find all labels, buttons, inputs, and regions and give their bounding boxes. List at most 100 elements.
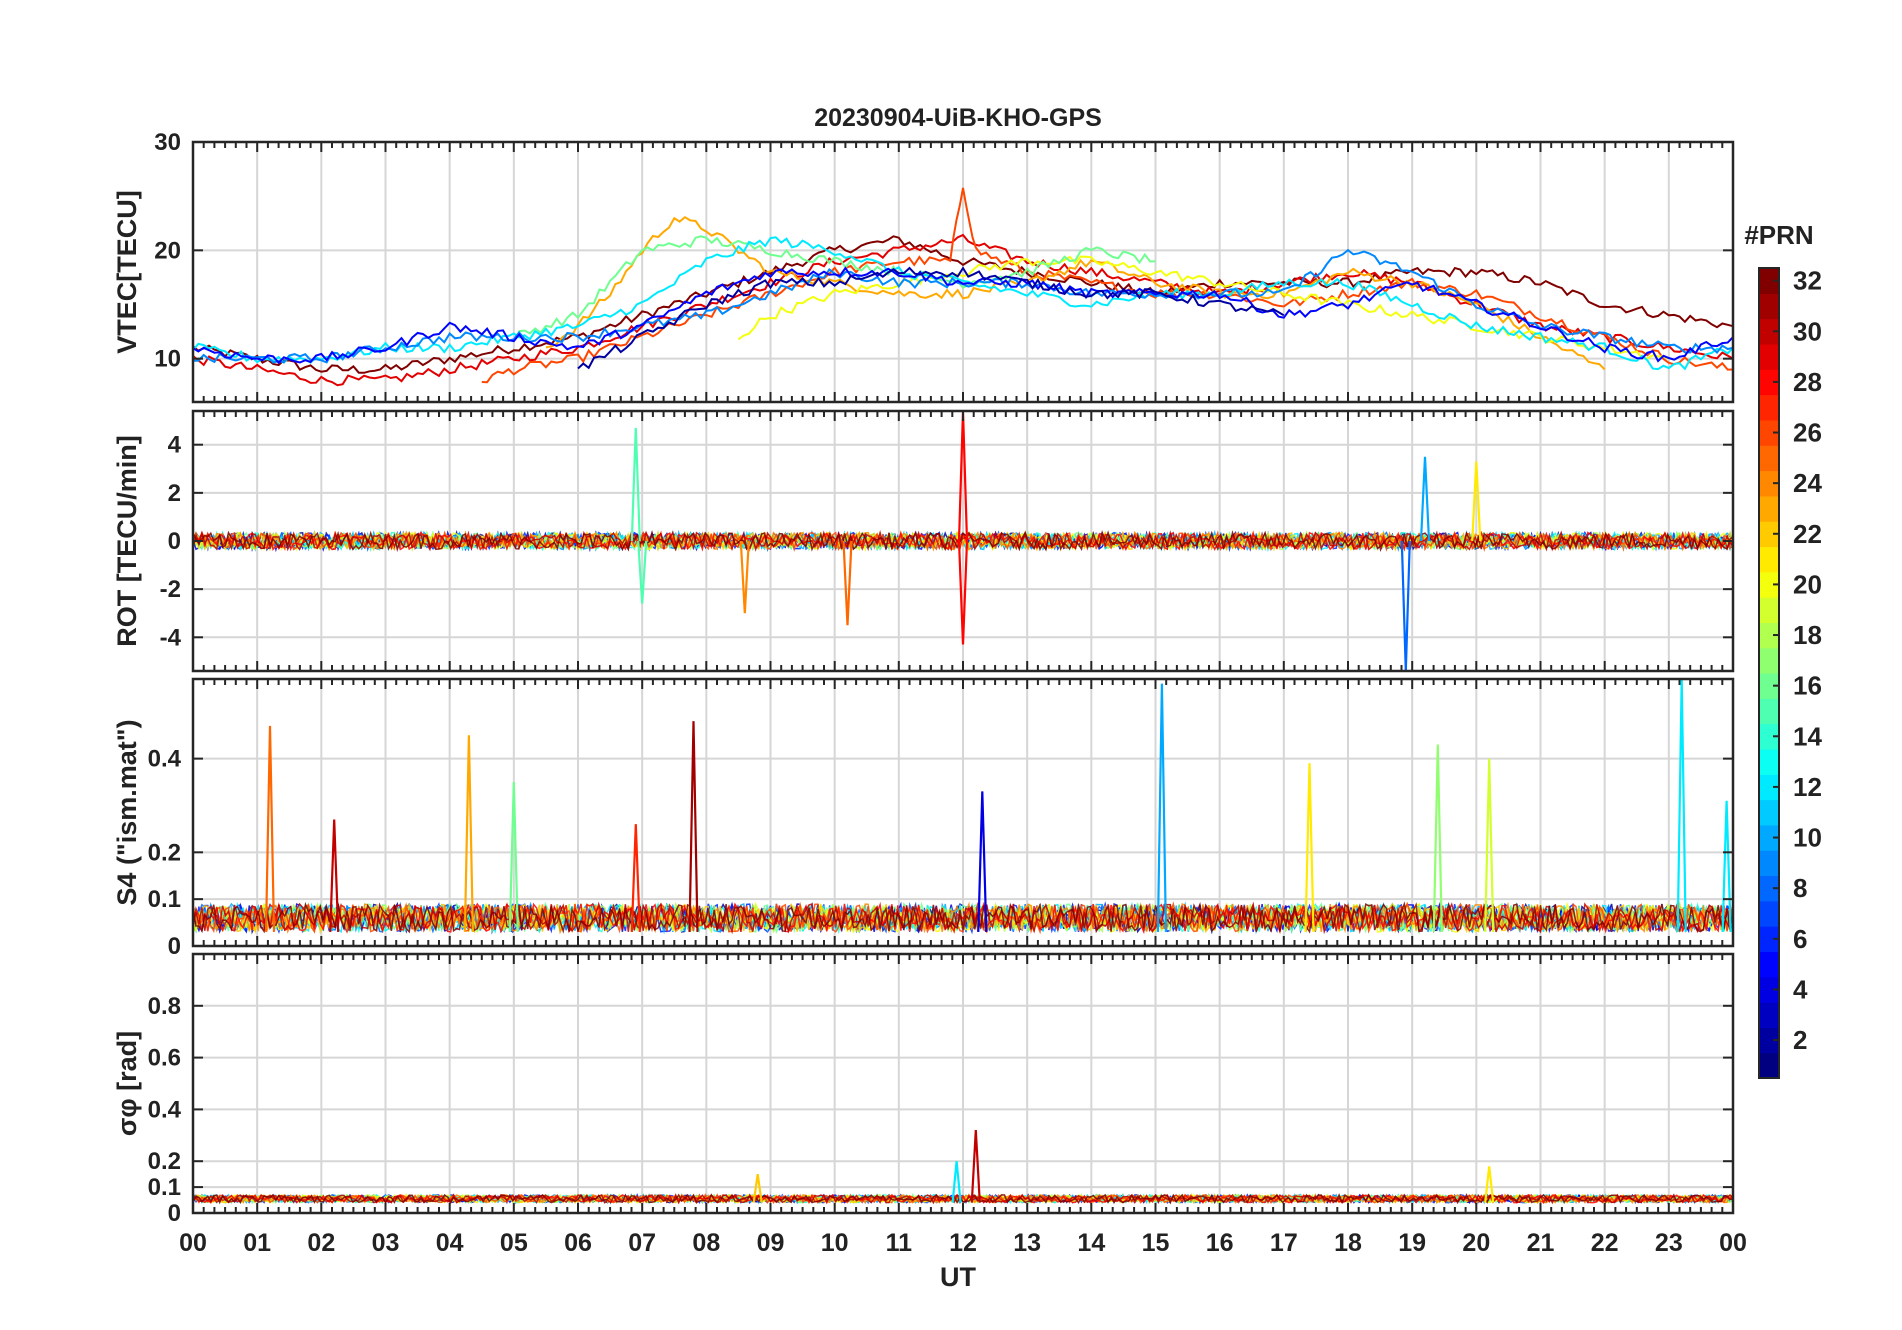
y-tick-label: 10 — [154, 346, 181, 373]
panel-s4: 0 0.1 0.2 0.4S4 ("ism.mat") — [112, 677, 1735, 960]
series-group — [193, 411, 1733, 671]
x-ticks — [192, 411, 1734, 671]
spike-prn-23 — [463, 735, 474, 932]
colorbar-swatch — [1759, 824, 1779, 851]
y-tick-label: 2 — [168, 480, 181, 507]
x-tick-label: 00 — [179, 1229, 207, 1257]
series-prn-32 — [193, 529, 1733, 553]
x-axis-label: UT — [940, 1262, 976, 1292]
colorbar-swatch — [1759, 875, 1779, 902]
spike-prn-15 — [637, 540, 648, 604]
series-prn-28 — [193, 901, 1733, 935]
colorbar-swatch — [1759, 268, 1779, 294]
series-prn-24 — [193, 530, 1733, 552]
colorbar-swatch — [1759, 419, 1779, 446]
spike-prn-12 — [1676, 679, 1687, 932]
x-tick-label: 03 — [372, 1229, 400, 1257]
x-tick-label: 06 — [564, 1229, 592, 1257]
series-prn-30 — [193, 529, 1733, 553]
colorbar-tick-label: 16 — [1793, 671, 1822, 701]
x-tick-label: 19 — [1398, 1229, 1426, 1257]
y-axis-label: S4 ("ism.mat") — [112, 719, 142, 905]
colorbar-swatch — [1759, 673, 1779, 699]
spike-prn-12 — [1721, 800, 1732, 932]
series-prn-30 — [193, 901, 1733, 935]
colorbar-tick-label: 28 — [1793, 367, 1822, 397]
y-axis-label: σφ [rad] — [112, 1031, 142, 1136]
spike-prn-30 — [970, 1130, 981, 1203]
colorbar-swatch — [1759, 951, 1779, 978]
y-tick-label: 0.6 — [148, 1045, 181, 1072]
colorbar-swatch — [1759, 394, 1779, 421]
y-tick-label: 0 — [168, 933, 181, 960]
series-prn-16 — [512, 235, 1156, 342]
x-tick-label: 14 — [1077, 1229, 1105, 1257]
spike-prn-27 — [630, 824, 641, 932]
spike-prn-25 — [264, 725, 276, 932]
colorbar-swatch — [1759, 470, 1779, 497]
x-ticks — [192, 142, 1734, 402]
spike-prn-21 — [1471, 461, 1482, 542]
panel-rot: -4 -2 0 2 4 ROT [TECU/min] — [112, 409, 1735, 673]
y-tick-label: 0.1 — [148, 886, 181, 913]
series-group — [193, 1130, 1733, 1205]
colorbar-swatch — [1759, 698, 1779, 725]
colorbar-swatch — [1759, 1002, 1779, 1028]
x-tick-label: 18 — [1334, 1229, 1362, 1257]
y-tick-label: 0 — [168, 1200, 181, 1227]
colorbar-swatch — [1759, 597, 1779, 623]
colorbar-swatch — [1759, 571, 1779, 598]
colorbar-tick-label: 14 — [1793, 721, 1822, 751]
colorbar-swatch — [1759, 293, 1779, 320]
x-tick-label: 23 — [1655, 1229, 1683, 1257]
x-tick-label: 22 — [1591, 1229, 1619, 1257]
x-tick-label: 02 — [307, 1229, 335, 1257]
series-prn-23 — [545, 215, 1606, 371]
colorbar-tick-label: 22 — [1793, 519, 1822, 549]
colorbar-swatch — [1759, 900, 1779, 927]
spike-prn-8 — [1400, 540, 1411, 671]
colorbar-swatch — [1759, 1027, 1779, 1054]
spike-prn-4 — [977, 791, 988, 932]
colorbar-swatch — [1759, 926, 1779, 953]
panel-sigma: 00.10.2 0.4 0.6 0.8σφ [rad] — [112, 952, 1735, 1227]
y-tick-label: -4 — [160, 624, 182, 651]
spike-prn-31 — [688, 721, 699, 932]
y-tick-label: 0 — [168, 528, 181, 555]
colorbar-tick-label: 24 — [1793, 468, 1822, 498]
spike-prn-16 — [508, 782, 519, 932]
colorbar-tick-label: 4 — [1793, 974, 1808, 1004]
colorbar-swatch — [1759, 495, 1779, 522]
x-tick-label: 20 — [1462, 1229, 1490, 1257]
series-group — [193, 187, 1733, 387]
colorbar-swatch — [1759, 976, 1779, 1003]
x-tick-label: 04 — [436, 1229, 464, 1257]
y-tick-label: 0.4 — [148, 746, 182, 773]
colorbar-title: #PRN — [1744, 220, 1813, 250]
series-prn-32 — [193, 1193, 1733, 1205]
spike-prn-10 — [1156, 683, 1167, 932]
colorbar-swatch — [1759, 723, 1779, 750]
panel-vtec: 10 20 30 VTEC[TECU] — [112, 129, 1735, 404]
series-prn-22 — [193, 901, 1733, 935]
x-tick-label: 09 — [757, 1229, 785, 1257]
x-ticks — [192, 954, 1734, 1213]
colorbar-tick-label: 26 — [1793, 418, 1822, 448]
y-tick-label: 30 — [154, 129, 181, 156]
spike-prn-28 — [957, 540, 969, 645]
spike-prn-28 — [957, 411, 969, 542]
series-prn-12 — [193, 236, 1733, 371]
series-prn-32 — [193, 235, 1733, 374]
x-tick-label: 16 — [1206, 1229, 1234, 1257]
spike-prn-15 — [630, 427, 641, 542]
spike-prn-22 — [752, 1173, 763, 1203]
series-prn-26 — [481, 187, 1733, 384]
x-tick-label: 11 — [886, 1229, 913, 1257]
y-tick-label: 0.1 — [148, 1174, 181, 1201]
colorbar-tick-label: 10 — [1793, 823, 1822, 853]
y-tick-label: 4 — [168, 432, 182, 459]
y-tick-label: 0.2 — [148, 839, 181, 866]
